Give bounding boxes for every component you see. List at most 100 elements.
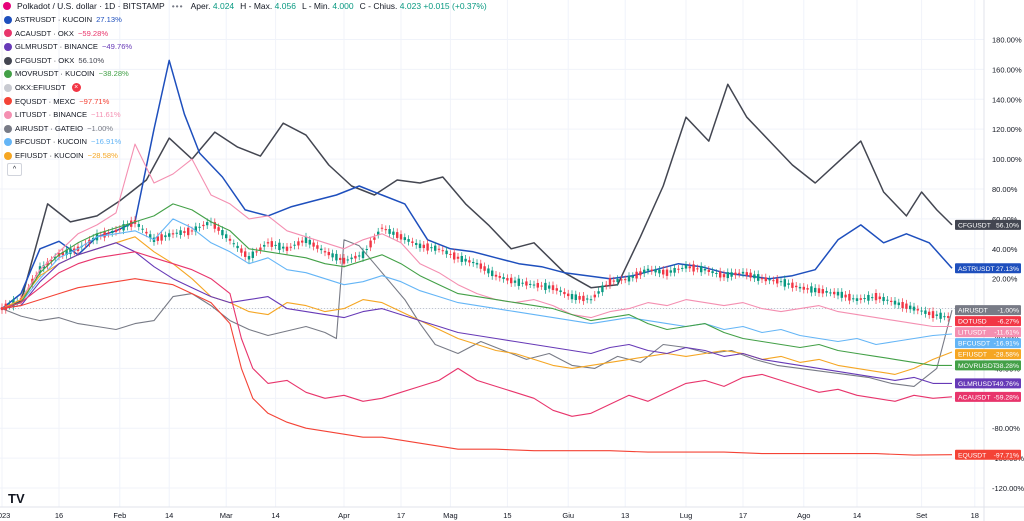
x-tick-label: 18 (971, 511, 979, 520)
symbol-icon (4, 124, 12, 133)
end-label-value: -1.00% (997, 308, 1019, 315)
legend-item[interactable]: EQUSDT · MEXC −97.71% (4, 95, 132, 109)
candle (901, 302, 904, 308)
x-tick-label: 14 (165, 511, 173, 520)
legend-item[interactable]: GLMRUSDT · BINANCE −49.76% (4, 40, 132, 54)
y-tick-label: 40.00% (992, 245, 1018, 254)
legend-item[interactable]: ACAUSDT · OKX −59.28% (4, 27, 132, 41)
candle (673, 267, 676, 273)
candle (715, 272, 718, 274)
candle (396, 232, 399, 238)
candle (593, 294, 596, 298)
candle (916, 309, 919, 311)
candle (274, 244, 277, 246)
legend-value: −28.58% (87, 150, 118, 160)
candle (711, 271, 714, 274)
end-label-equsdt: EQUSDT -97.71% (955, 449, 1021, 460)
candle (920, 310, 923, 312)
ohlc-open: Aper. 4.024 (190, 1, 235, 11)
candle (681, 267, 684, 269)
end-label-value: -16.91% (994, 341, 1019, 348)
candle (494, 274, 498, 277)
more-options-icon[interactable]: ••• (171, 1, 184, 11)
candle (426, 243, 429, 251)
candle (114, 229, 118, 232)
legend-item[interactable]: CFGUSDT · OKX 56.10% (4, 54, 132, 68)
candle (787, 283, 790, 285)
remove-icon[interactable]: × (71, 83, 81, 93)
symbol-icon (4, 138, 12, 147)
y-tick-label: 80.00% (992, 185, 1018, 194)
candle (764, 277, 767, 282)
series-end-labels: CFGUSDT 56.10% ASTRUSDT 27.13% AIRUSDT -1.00%… (955, 219, 1021, 460)
candle (263, 244, 266, 247)
legend-item[interactable]: OKX:EFIUSDT × (4, 81, 132, 95)
candle (251, 251, 254, 258)
candle (798, 286, 802, 289)
candle (61, 251, 64, 256)
candle (225, 234, 228, 239)
legend-item[interactable]: MOVRUSDT · KUCOIN −38.28% (4, 67, 132, 81)
candle (551, 285, 555, 291)
end-label-value: 27.13% (996, 266, 1019, 273)
x-tick-label: 16 (55, 511, 63, 520)
collapse-legend-button[interactable]: ^ (7, 163, 22, 176)
candle (346, 259, 349, 261)
candle (323, 251, 327, 253)
legend-item[interactable]: AIRUSDT · GATEIO −1.00% (4, 122, 132, 136)
candle (445, 250, 448, 255)
candle (597, 291, 600, 294)
series-line-cfgusdt (1, 83, 953, 310)
candle (415, 242, 418, 246)
candle (871, 297, 874, 299)
candle (244, 251, 247, 257)
end-label-bfcusdt: BFCUSDT -16.91% (955, 338, 1021, 349)
candle (175, 232, 178, 234)
candle (700, 266, 703, 273)
candle (574, 294, 577, 301)
legend-item[interactable]: ASTRUSDT · KUCOIN 27.13% (4, 13, 132, 27)
x-tick-label: 15 (503, 511, 511, 520)
legend-symbol: OKX:EFIUSDT (15, 82, 66, 92)
legend-symbol: AIRUSDT · GATEIO (15, 123, 84, 133)
tradingview-logo[interactable]: TV (8, 491, 25, 506)
candle (285, 246, 289, 251)
candle (483, 266, 486, 271)
candle (662, 269, 665, 275)
end-label-dotusd: DOTUSD -6.27% (955, 316, 1021, 327)
candle (460, 255, 463, 262)
candle (696, 268, 699, 270)
candle (331, 253, 334, 258)
candle (931, 311, 935, 319)
candle (456, 256, 460, 259)
legend-value: 27.13% (96, 15, 122, 24)
legend-symbol: BFCUSDT · KUCOIN (15, 137, 88, 147)
candle (536, 282, 539, 288)
candle (384, 229, 387, 231)
legend-symbol: EQUSDT · MEXC (15, 96, 76, 106)
chart-title[interactable]: Polkadot / U.S. dollar · 1D · BITSTAMP (17, 1, 165, 11)
ohlc-high: H - Max. 4.056 (240, 1, 296, 11)
legend-symbol: EFIUSDT · KUCOIN (15, 150, 84, 160)
legend-item[interactable]: EFIUSDT · KUCOIN −28.58% (4, 149, 132, 163)
candle (430, 247, 433, 249)
end-label-value: -59.28% (994, 394, 1019, 401)
candle (616, 278, 619, 283)
candle (160, 234, 163, 241)
end-label-acausdt: ACAUSDT -59.28% (955, 391, 1021, 402)
legend-item[interactable]: BFCUSDT · KUCOIN −16.91% (4, 135, 132, 149)
candle (232, 243, 235, 245)
candle (118, 228, 121, 230)
candle (270, 241, 273, 247)
series-line-efiusdt (1, 236, 953, 375)
candle (206, 222, 209, 226)
legend-value: −16.91% (91, 137, 122, 147)
candle (760, 278, 764, 280)
candle (228, 238, 232, 241)
candle (69, 248, 72, 255)
legend-item[interactable]: LITUSDT · BINANCE −11.61% (4, 108, 132, 122)
end-label-litusdt: LITUSDT -11.61% (955, 327, 1021, 338)
candle (893, 300, 897, 305)
series-line-movrusdt (1, 203, 952, 366)
